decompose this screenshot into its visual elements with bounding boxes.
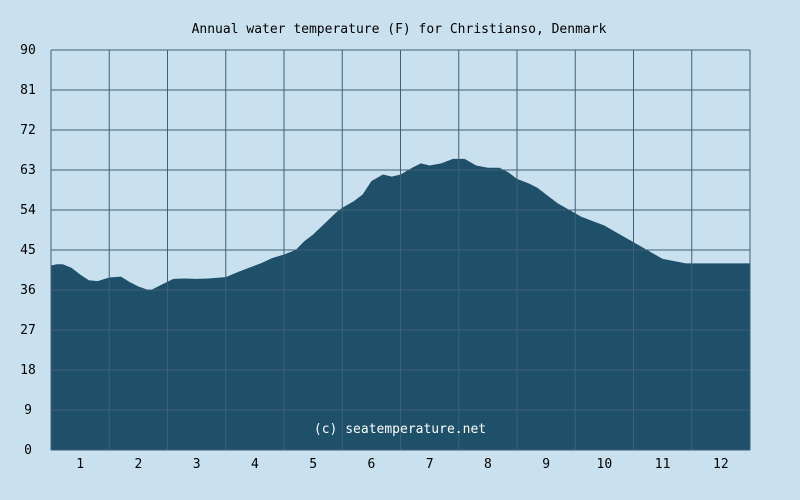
x-tick-label: 11 bbox=[655, 457, 671, 472]
y-axis-ticks: 0 9 18 27 36 45 54 63 72 81 90 bbox=[20, 43, 36, 458]
chart-title: Annual water temperature (F) for Christi… bbox=[192, 22, 607, 37]
x-tick-label: 12 bbox=[713, 457, 729, 472]
x-tick-label: 6 bbox=[367, 457, 375, 472]
x-tick-label: 8 bbox=[484, 457, 492, 472]
x-tick-label: 2 bbox=[134, 457, 142, 472]
x-tick-label: 3 bbox=[193, 457, 201, 472]
y-tick-label: 72 bbox=[20, 123, 36, 138]
y-tick-label: 45 bbox=[20, 243, 36, 258]
y-tick-label: 0 bbox=[24, 443, 32, 458]
x-tick-label: 10 bbox=[597, 457, 613, 472]
y-tick-label: 90 bbox=[20, 43, 36, 58]
y-tick-label: 54 bbox=[20, 203, 36, 218]
x-axis-ticks: 1 2 3 4 5 6 7 8 9 10 11 12 bbox=[76, 457, 728, 472]
y-tick-label: 36 bbox=[20, 283, 36, 298]
x-tick-label: 4 bbox=[251, 457, 259, 472]
x-tick-label: 1 bbox=[76, 457, 84, 472]
y-tick-label: 27 bbox=[20, 323, 36, 338]
y-tick-label: 9 bbox=[24, 403, 32, 418]
y-tick-label: 18 bbox=[20, 363, 36, 378]
watermark: (c) seatemperature.net bbox=[314, 422, 486, 437]
y-tick-label: 81 bbox=[20, 83, 36, 98]
x-tick-label: 9 bbox=[542, 457, 550, 472]
y-tick-label: 63 bbox=[20, 163, 36, 178]
x-tick-label: 5 bbox=[309, 457, 317, 472]
grid-layer bbox=[50, 49, 751, 451]
x-tick-label: 7 bbox=[426, 457, 434, 472]
